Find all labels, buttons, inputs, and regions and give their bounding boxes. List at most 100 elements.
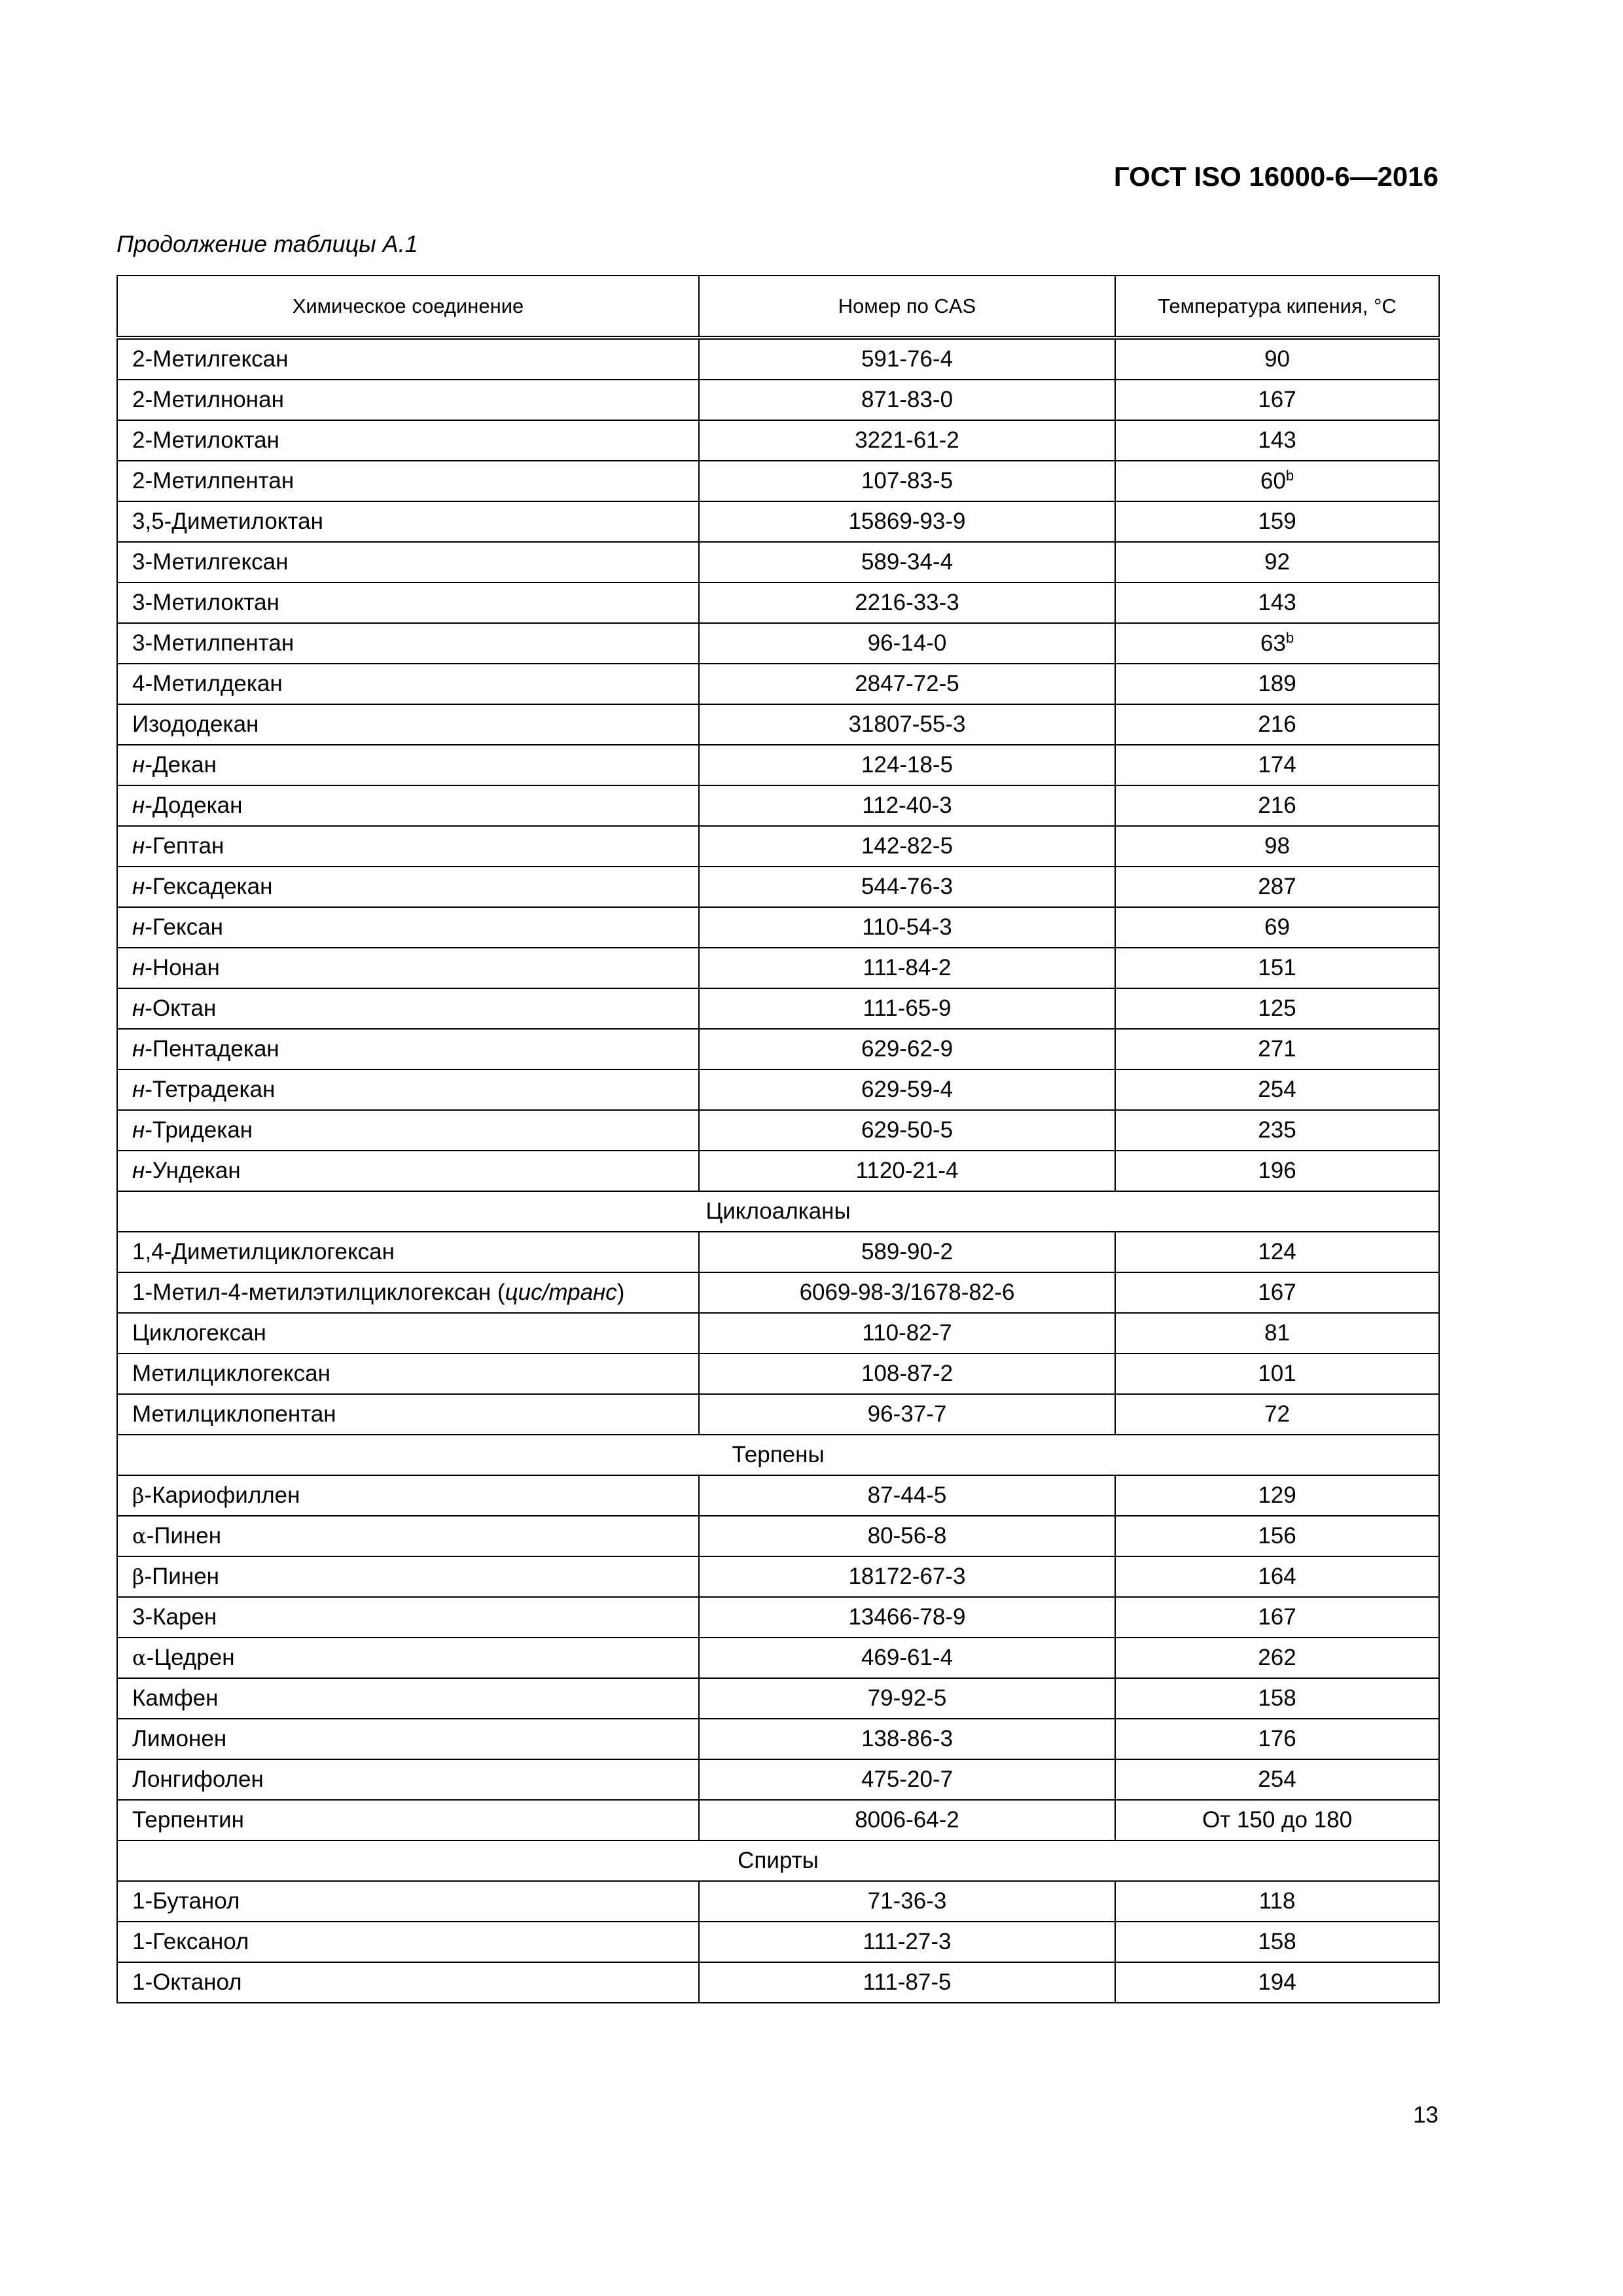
table-row: 2-Метилнонан 871-83-0 167	[116, 379, 1440, 421]
table-row: 3-Метилоктан 2216-33-3 143	[116, 582, 1440, 624]
cas-cell: 124-18-5	[698, 744, 1116, 786]
compound-cell: н-Ундекан	[116, 1150, 700, 1192]
compound-name: -Октан	[145, 996, 217, 1021]
table-row: н-Гексадекан 544-76-3 287	[116, 866, 1440, 908]
cas-cell: 18172-67-3	[698, 1556, 1116, 1598]
compound-name: 1-Метил-4-метилэтилциклогексан (	[132, 1280, 505, 1305]
boiling-point-cell: 60b	[1115, 460, 1440, 502]
compound-name: 4-Метилдекан	[132, 671, 283, 696]
compound-name: -Гексадекан	[145, 874, 273, 899]
cas-cell: 71-36-3	[698, 1880, 1116, 1922]
cas-cell: 629-50-5	[698, 1109, 1116, 1151]
italic-prefix: н	[132, 1158, 145, 1183]
boiling-point-value: 196	[1258, 1158, 1296, 1183]
table-row: Лонгифолен 475-20-7 254	[116, 1759, 1440, 1801]
compound-name: 1-Бутанол	[132, 1888, 240, 1914]
boiling-point-value: 90	[1264, 346, 1290, 372]
boiling-point-value: 216	[1258, 793, 1296, 818]
boiling-point-cell: 101	[1115, 1353, 1440, 1395]
table-row: Метилциклогексан 108-87-2 101	[116, 1353, 1440, 1395]
italic-prefix: н	[132, 1036, 145, 1062]
cas-cell: 31807-55-3	[698, 704, 1116, 745]
section-row: Терпены	[116, 1434, 1440, 1476]
boiling-point-value: 124	[1258, 1239, 1296, 1265]
compound-cell: н-Гептан	[116, 825, 700, 867]
boiling-point-cell: 287	[1115, 866, 1440, 908]
compound-cell: 2-Метилгексан	[116, 337, 700, 380]
compound-cell: 1-Бутанол	[116, 1880, 700, 1922]
boiling-point-value: 69	[1264, 914, 1290, 940]
boiling-point-value: 63	[1260, 630, 1286, 656]
compound-name: Камфен	[132, 1685, 219, 1711]
compound-name: Терпентин	[132, 1807, 245, 1833]
compound-name: 1-Гексанол	[132, 1929, 249, 1954]
boiling-point-value: 194	[1258, 1969, 1296, 1995]
boiling-point-cell: 129	[1115, 1475, 1440, 1516]
compound-cell: 3,5-Диметилоктан	[116, 501, 700, 543]
compound-name: Лимонен	[132, 1726, 227, 1751]
cas-cell: 80-56-8	[698, 1515, 1116, 1557]
compound-cell: 3-Метилоктан	[116, 582, 700, 624]
boiling-point-value: 254	[1258, 1077, 1296, 1102]
boiling-point-value: 151	[1258, 955, 1296, 980]
table-row: β-Пинен 18172-67-3 164	[116, 1556, 1440, 1598]
boiling-point-cell: 254	[1115, 1069, 1440, 1111]
boiling-point-value: 158	[1258, 1685, 1296, 1711]
compound-name: Лонгифолен	[132, 1767, 264, 1792]
table-row: Камфен 79-92-5 158	[116, 1677, 1440, 1719]
table-row: Лимонен 138-86-3 176	[116, 1718, 1440, 1760]
boiling-point-value: 118	[1258, 1888, 1296, 1914]
boiling-point-cell: 156	[1115, 1515, 1440, 1557]
compound-name: 3-Метилгексан	[132, 549, 289, 575]
boiling-point-cell: 90	[1115, 337, 1440, 380]
compound-name: 3-Метилоктан	[132, 590, 279, 615]
boiling-point-value: 143	[1258, 427, 1296, 453]
isomer-note: цис/транс	[505, 1280, 617, 1305]
boiling-point-cell: 124	[1115, 1231, 1440, 1273]
boiling-point-cell: 98	[1115, 825, 1440, 867]
table-row: α-Пинен 80-56-8 156	[116, 1515, 1440, 1557]
boiling-point-cell: 158	[1115, 1921, 1440, 1963]
boiling-point-value: 287	[1258, 874, 1296, 899]
boiling-point-value: 164	[1258, 1564, 1296, 1589]
boiling-point-cell: 63b	[1115, 622, 1440, 664]
table-row: н-Тетрадекан 629-59-4 254	[116, 1069, 1440, 1111]
table-row: 2-Метилпентан 107-83-5 60b	[116, 460, 1440, 502]
compound-cell: 3-Метилгексан	[116, 541, 700, 583]
cas-cell: 629-62-9	[698, 1028, 1116, 1070]
compound-name: -Пинен	[144, 1564, 220, 1589]
compound-cell: 1-Метил-4-метилэтилциклогексан (цис/тран…	[116, 1272, 700, 1314]
section-title: Спирты	[116, 1840, 1440, 1882]
boiling-point-cell: 194	[1115, 1962, 1440, 2003]
cas-cell: 96-37-7	[698, 1393, 1116, 1435]
compound-name: -Тридекан	[145, 1117, 253, 1143]
cas-cell: 3221-61-2	[698, 420, 1116, 461]
boiling-point-value: 129	[1258, 1482, 1296, 1508]
boiling-point-cell: 262	[1115, 1637, 1440, 1679]
compound-cell: Камфен	[116, 1677, 700, 1719]
boiling-point-cell: 235	[1115, 1109, 1440, 1151]
cas-cell: 111-27-3	[698, 1921, 1116, 1963]
boiling-point-cell: 216	[1115, 785, 1440, 827]
cas-cell: 1120-21-4	[698, 1150, 1116, 1192]
italic-prefix: н	[132, 833, 145, 859]
table-row: α-Цедрен 469-61-4 262	[116, 1637, 1440, 1679]
boiling-point-value: 167	[1258, 387, 1296, 412]
compound-cell: α-Пинен	[116, 1515, 700, 1557]
boiling-point-cell: 159	[1115, 501, 1440, 543]
table-row: 3-Метилпентан 96-14-0 63b	[116, 622, 1440, 664]
compound-name: -Декан	[145, 752, 217, 778]
table-row: 4-Метилдекан 2847-72-5 189	[116, 663, 1440, 705]
boiling-point-value: 159	[1258, 509, 1296, 534]
cas-cell: 591-76-4	[698, 337, 1116, 380]
table-row: н-Декан 124-18-5 174	[116, 744, 1440, 786]
italic-prefix: н	[132, 1117, 145, 1143]
boiling-point-cell: 125	[1115, 988, 1440, 1030]
compound-name: 1,4-Диметилциклогексан	[132, 1239, 395, 1265]
document-code: ГОСТ ISO 16000-6—2016	[1113, 161, 1438, 192]
boiling-point-value: 92	[1264, 549, 1290, 575]
table-row: н-Додекан 112-40-3 216	[116, 785, 1440, 827]
section-title: Терпены	[116, 1434, 1440, 1476]
italic-prefix: н	[132, 752, 145, 778]
compound-name: 3-Карен	[132, 1604, 217, 1630]
